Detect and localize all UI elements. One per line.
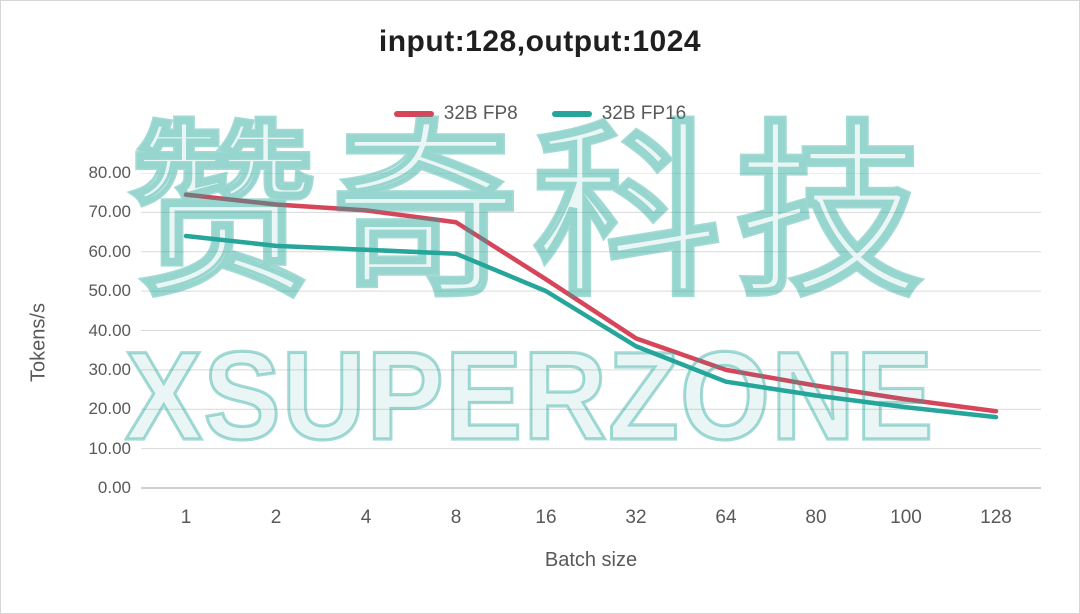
chart-title: input:128,output:1024 [378, 25, 702, 58]
y-tick-label: 20.00 [88, 399, 131, 419]
legend-line-marker-icon [551, 111, 592, 117]
x-tick-label: 2 [270, 507, 282, 528]
x-tick-label: 4 [360, 507, 372, 528]
legend-line-marker-icon [393, 111, 434, 117]
x-tick-label: 100 [890, 507, 922, 528]
x-tick-label: 80 [805, 507, 827, 528]
x-axis-title: Batch size [544, 549, 638, 571]
legend-item-32b-fp8: 32B FP8 [393, 103, 518, 125]
legend-item-32b-fp16: 32B FP16 [551, 103, 687, 125]
y-tick-label: 70.00 [88, 202, 131, 222]
legend-label: 32B FP16 [601, 103, 687, 124]
y-tick-label: 40.00 [88, 320, 131, 340]
series-line-32b-fp16 [183, 233, 999, 420]
y-tick-label: 0.00 [97, 478, 131, 497]
x-tick-label: 32 [625, 507, 647, 528]
y-tick-label: 80.00 [88, 163, 131, 182]
y-tick-label: 10.00 [88, 438, 131, 458]
y-tick-label: 30.00 [88, 359, 131, 379]
x-tick-label: 8 [450, 507, 462, 528]
y-tick-label: 60.00 [88, 241, 131, 261]
x-tick-label: 64 [715, 507, 737, 528]
y-tick-label: 50.00 [88, 281, 131, 301]
legend-label: 32B FP8 [443, 103, 518, 124]
x-tick-label: 1 [180, 507, 192, 528]
x-tick-label: 128 [980, 507, 1012, 528]
x-tick-label: 16 [535, 507, 557, 528]
series-line-32b-fp8 [183, 192, 999, 414]
y-axis-title: Tokens/s [27, 303, 50, 382]
plot-area [141, 173, 1041, 489]
legend: 32B FP8 32B FP16 [1, 103, 1079, 125]
